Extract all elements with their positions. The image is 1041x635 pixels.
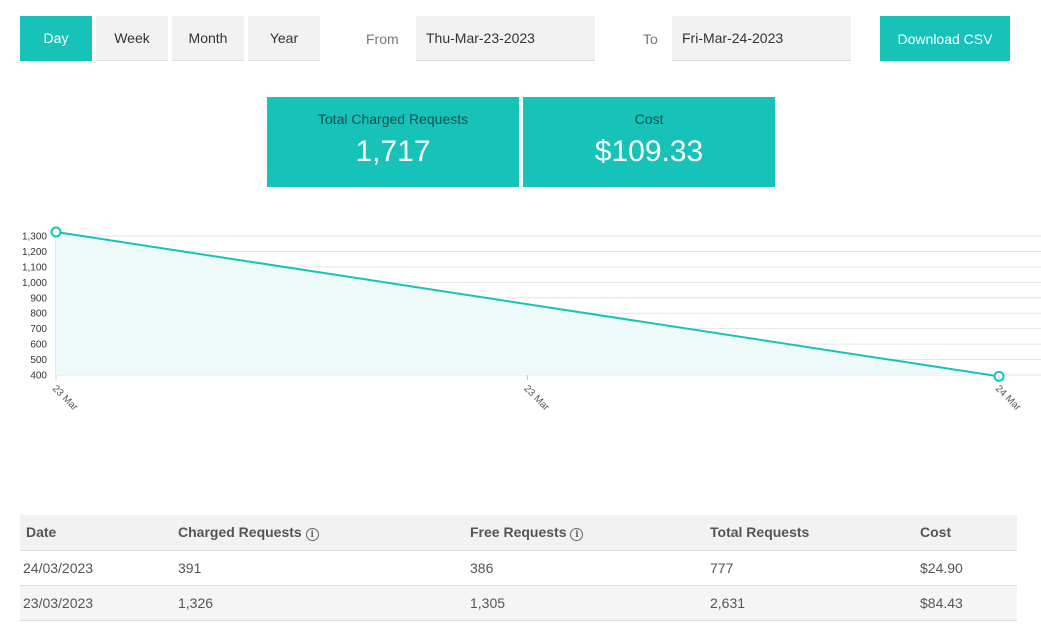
y-tick-label: 1,200 (22, 247, 47, 258)
table-row: 24/03/2023 391 386 777 $24.90 (20, 550, 1017, 586)
table-header-row: Date Charged Requests i Free Requests i To… (20, 515, 1017, 551)
y-tick-label: 900 (30, 293, 47, 304)
x-tick-label: 23 Mar (521, 383, 551, 413)
y-tick-label: 1,100 (22, 262, 47, 273)
usage-table: Date Charged Requests i Free Requests i To… (20, 515, 1017, 621)
period-month-button[interactable]: Month (172, 16, 244, 61)
table-row: 23/03/2023 1,326 1,305 2,631 $84.43 (20, 585, 1017, 621)
period-year-button[interactable]: Year (248, 16, 320, 61)
cell-free: 1,305 (464, 585, 704, 621)
cell-cost: $84.43 (914, 585, 1017, 621)
cell-date: 23/03/2023 (20, 585, 172, 621)
info-icon[interactable]: i (305, 528, 319, 541)
charged-requests-card: Total Charged Requests 1,717 (267, 97, 519, 187)
from-label: From (366, 31, 399, 47)
x-tick-label: 23 Mar (50, 383, 80, 413)
requests-line-chart: 400 500 600 700 800 900 1,000 1,100 1,200 1,300 2… (22, 226, 1041, 414)
y-tick-label: 400 (30, 371, 47, 382)
to-date-input[interactable] (672, 16, 851, 61)
y-tick-label: 500 (30, 355, 47, 366)
period-day-button[interactable]: Day (20, 16, 92, 61)
header-total-requests: Total Requests (704, 515, 914, 551)
header-date: Date (20, 515, 172, 551)
download-csv-button[interactable]: Download CSV (880, 16, 1010, 61)
y-tick-label: 1,300 (22, 232, 47, 243)
y-tick-label: 700 (30, 324, 47, 335)
cell-total: 777 (704, 550, 914, 586)
cell-date: 24/03/2023 (20, 550, 172, 586)
y-tick-label: 600 (30, 340, 47, 351)
y-tick-label: 1,000 (22, 278, 47, 289)
charged-requests-label: Total Charged Requests (317, 111, 469, 127)
header-charged-requests: Charged Requests i (172, 515, 464, 551)
from-date-input[interactable] (416, 16, 595, 61)
x-tick-label: 24 Mar (993, 383, 1023, 413)
header-free-requests: Free Requests i (464, 515, 704, 551)
cell-total: 2,631 (704, 585, 914, 621)
cost-card: Cost $109.33 (523, 97, 775, 187)
chart-series-line (55, 231, 1000, 378)
cell-free: 386 (464, 550, 704, 586)
to-label: To (643, 31, 658, 47)
cell-charged: 1,326 (172, 585, 464, 621)
cell-charged: 391 (172, 550, 464, 586)
cell-cost: $24.90 (914, 550, 1017, 586)
info-icon[interactable]: i (570, 528, 584, 541)
cost-label: Cost (634, 111, 664, 127)
data-point[interactable] (50, 226, 62, 238)
cost-value: $109.33 (594, 135, 704, 168)
period-week-button[interactable]: Week (96, 16, 168, 61)
header-cost: Cost (914, 515, 1017, 551)
charged-requests-value: 1,717 (355, 135, 431, 168)
y-tick-label: 800 (30, 309, 47, 320)
chart-area-fill (56, 232, 999, 377)
